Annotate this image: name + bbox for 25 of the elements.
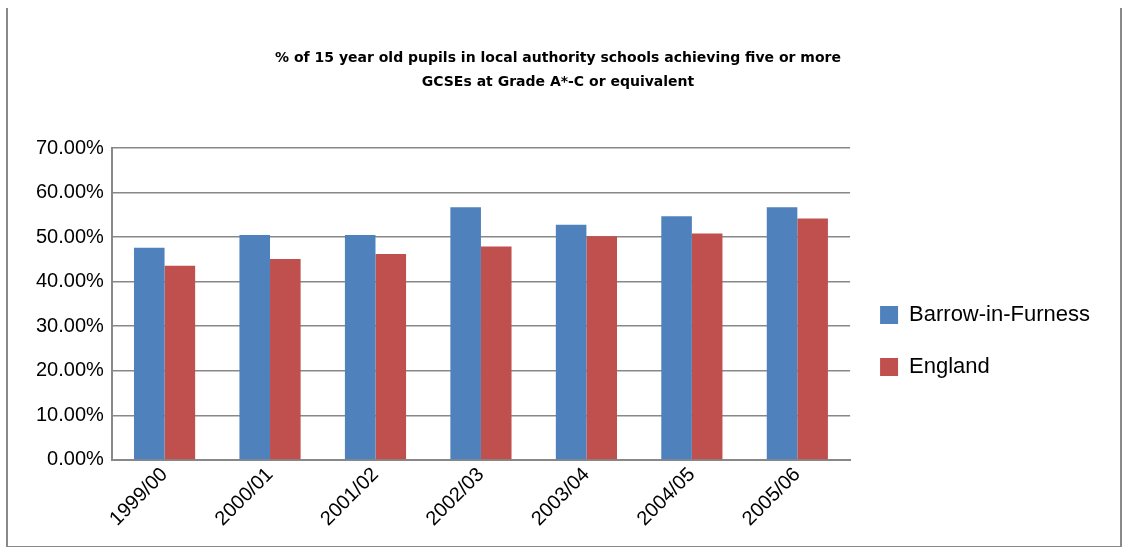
y-tick-label: 0.00% (47, 447, 105, 470)
bar (375, 254, 407, 460)
bar (480, 246, 512, 460)
bar (344, 234, 376, 460)
bar (270, 258, 301, 460)
bar (691, 233, 723, 460)
y-tick-label: 50.00% (35, 224, 105, 247)
y-tick-label: 20.00% (35, 358, 105, 381)
bar (164, 265, 196, 460)
y-tick-label: 60.00% (35, 180, 105, 203)
legend-label: Barrow-in-Furness (909, 301, 1091, 327)
bar (661, 216, 692, 460)
y-tick-label: 10.00% (35, 402, 105, 425)
y-tick-label: 30.00% (35, 313, 105, 336)
bar (555, 224, 587, 460)
legend-label: England (909, 353, 990, 379)
bar (133, 247, 165, 460)
y-tick-label: 40.00% (35, 269, 105, 292)
bar (239, 234, 271, 460)
chart-title: % of 15 year old pupils in local authority schools achieving five or more GCSEs at Grade A*-C or equivalent (274, 48, 842, 91)
bar (797, 218, 828, 460)
bar (450, 207, 481, 460)
bar (766, 207, 798, 460)
y-tick-label: 70.00% (35, 135, 105, 158)
bar (586, 236, 617, 460)
